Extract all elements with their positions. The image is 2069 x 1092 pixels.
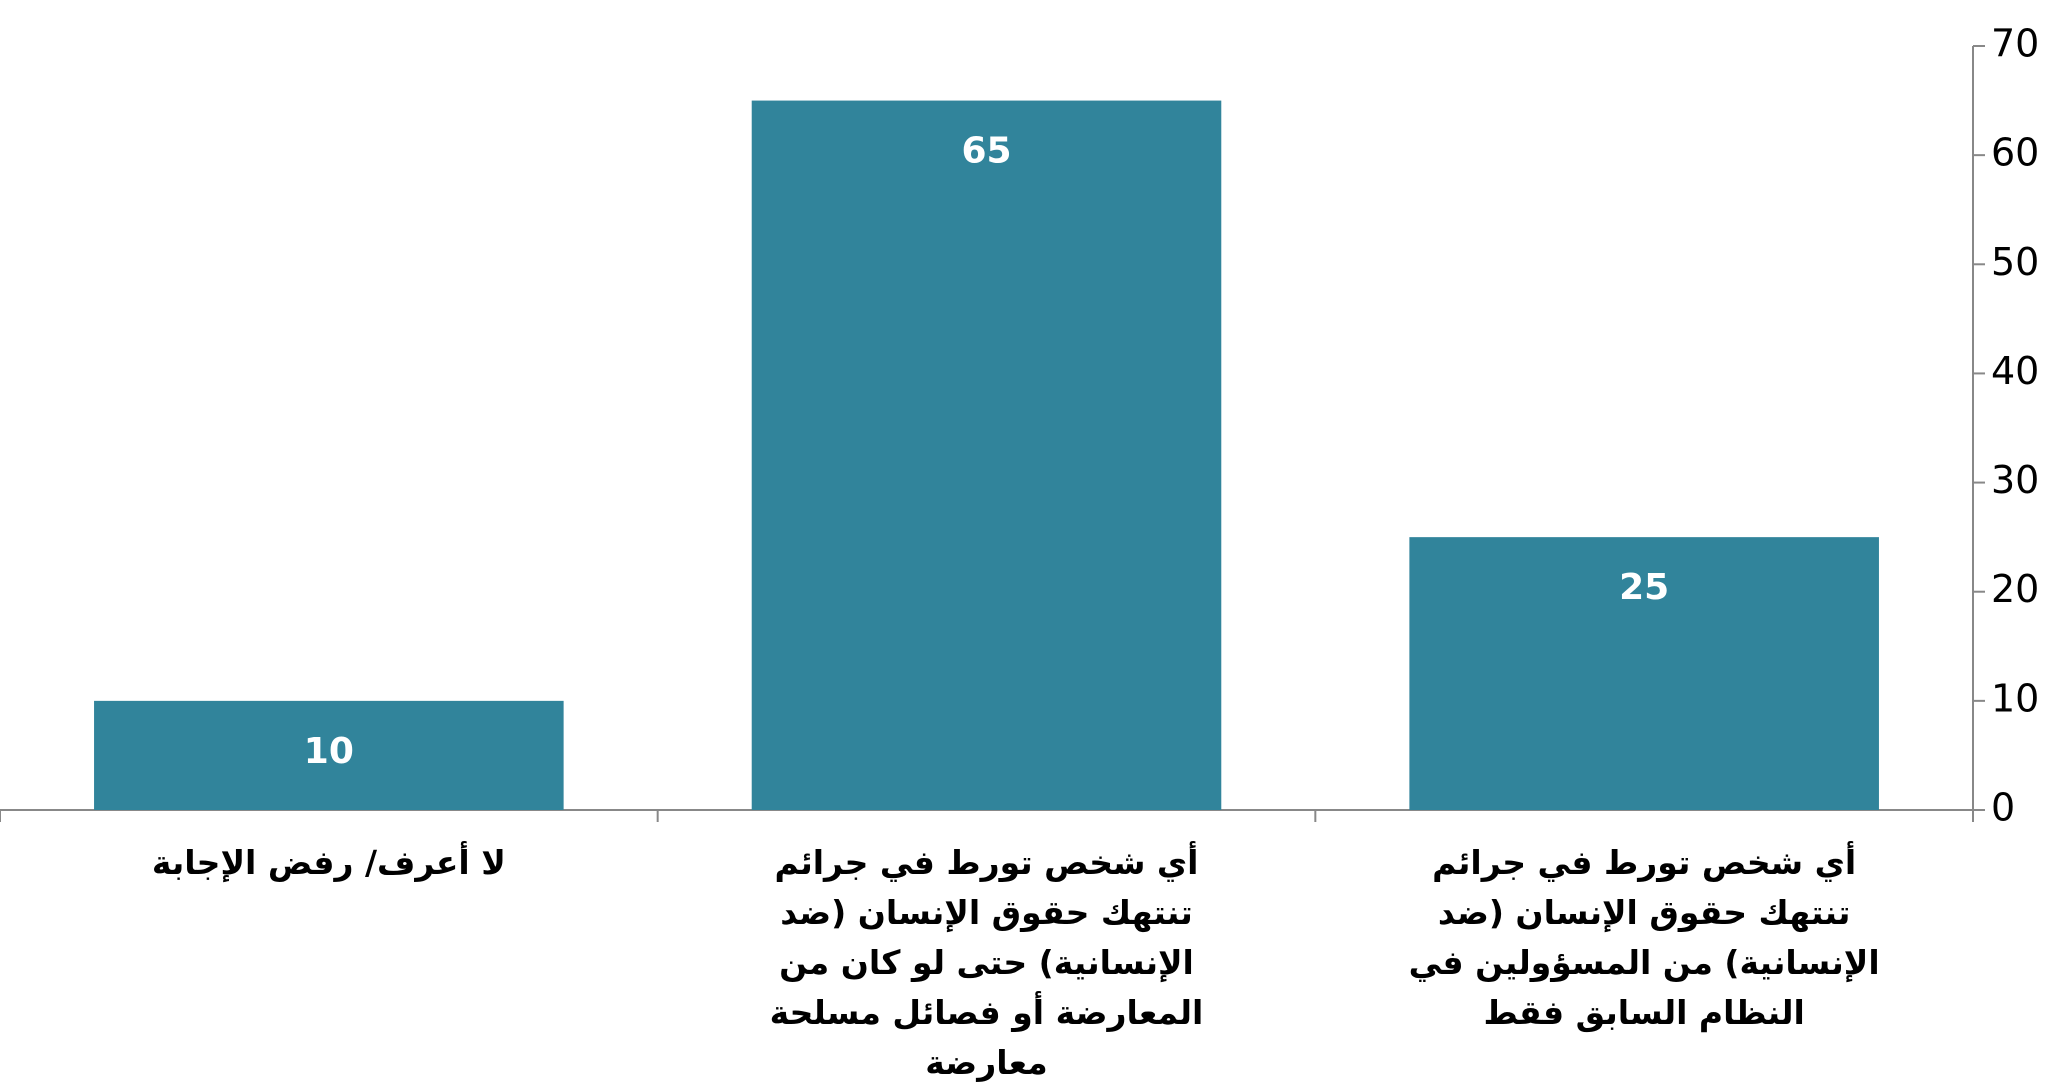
bar bbox=[94, 700, 564, 810]
y-tick-label: 20 bbox=[1991, 567, 2039, 611]
y-tick-label: 70 bbox=[1991, 22, 2039, 66]
value-label: 10 bbox=[304, 731, 354, 772]
y-tick-label: 60 bbox=[1991, 131, 2039, 175]
y-tick-label: 10 bbox=[1991, 676, 2039, 720]
x-tick-label: أي شخص تورط في جرائم تنتهك حقوق الإنسان … bbox=[769, 843, 1204, 1082]
x-tick-label: أي شخص تورط في جرائم تنتهك حقوق الإنسان … bbox=[1408, 843, 1880, 1032]
value-label: 25 bbox=[1619, 567, 1669, 608]
x-tick-label: لا أعرف/ رفض الإجابة bbox=[151, 843, 506, 882]
value-label: 65 bbox=[961, 131, 1011, 172]
y-tick-label: 0 bbox=[1991, 786, 2015, 830]
bar bbox=[1409, 537, 1879, 810]
y-tick-label: 30 bbox=[1991, 458, 2039, 502]
bar bbox=[751, 100, 1222, 811]
y-tick-label: 50 bbox=[1991, 240, 2039, 284]
y-tick-label: 40 bbox=[1991, 349, 2039, 393]
